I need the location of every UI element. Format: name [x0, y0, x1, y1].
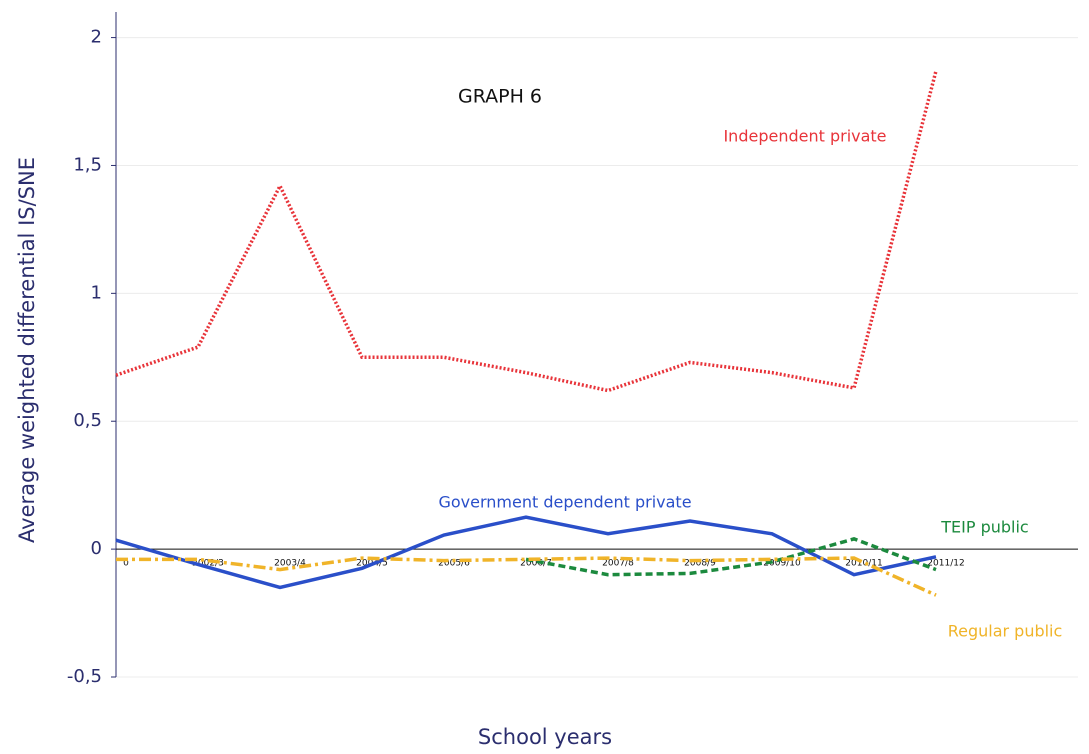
y-tick-label: 1,5	[73, 154, 102, 175]
series-label: Regular public	[948, 622, 1063, 641]
x-tick-label: 2007/8	[602, 559, 634, 569]
y-axis-label: Average weighted differential IS/SNE	[15, 157, 39, 543]
x-tick-label: 2011/12	[927, 559, 964, 569]
x-tick-label: 2006/7	[520, 559, 552, 569]
series-line	[525, 537, 937, 577]
x-tick-label: 2002/3	[192, 559, 224, 569]
x-tick-label: 2010/11	[845, 559, 882, 569]
x-axis-label: School years	[478, 725, 612, 749]
y-tick-label: 1	[91, 282, 102, 303]
series-label: Independent private	[723, 127, 886, 146]
y-tick-label: 0	[91, 538, 102, 559]
series-label: TEIP public	[940, 518, 1028, 537]
x-tick-label: 2009/10	[763, 559, 801, 569]
x-tick-label: 2008/9	[684, 559, 716, 569]
y-tick-label: 2	[91, 27, 102, 48]
series-line	[116, 556, 937, 597]
x-tick-label: 2003/4	[274, 559, 306, 569]
y-tick-label: 0,5	[73, 410, 102, 431]
series-line	[115, 515, 937, 590]
series-label: Government dependent private	[438, 493, 691, 512]
y-tick-label: -0,5	[67, 666, 102, 687]
chart-title: GRAPH 6	[458, 86, 542, 108]
x-tick-label: 2005/6	[438, 559, 470, 569]
x-tick-label: 0	[123, 559, 129, 569]
series-line	[115, 70, 938, 393]
